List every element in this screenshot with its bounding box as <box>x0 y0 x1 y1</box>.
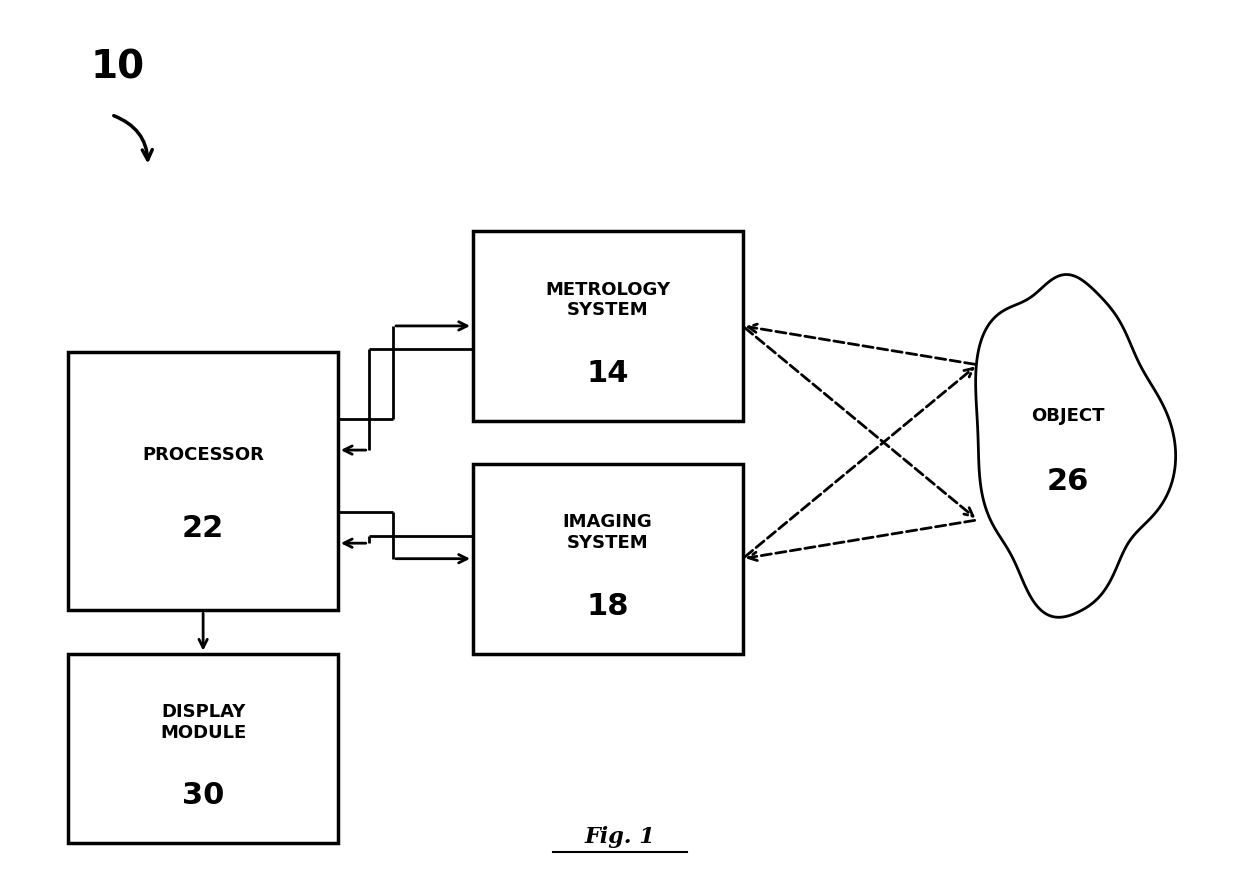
Text: 22: 22 <box>182 514 224 543</box>
Text: IMAGING
SYSTEM: IMAGING SYSTEM <box>563 513 652 552</box>
FancyBboxPatch shape <box>472 231 743 420</box>
Polygon shape <box>976 274 1176 618</box>
Text: 10: 10 <box>91 48 144 87</box>
Text: 14: 14 <box>587 359 629 388</box>
Text: PROCESSOR: PROCESSOR <box>143 446 264 464</box>
FancyBboxPatch shape <box>68 653 339 844</box>
Text: Fig. 1: Fig. 1 <box>584 825 656 847</box>
Text: 26: 26 <box>1047 467 1089 496</box>
Text: 18: 18 <box>587 591 629 620</box>
FancyBboxPatch shape <box>68 352 339 611</box>
Text: 30: 30 <box>182 781 224 810</box>
Text: DISPLAY
MODULE: DISPLAY MODULE <box>160 703 247 742</box>
Text: METROLOGY
SYSTEM: METROLOGY SYSTEM <box>546 280 671 320</box>
Text: OBJECT: OBJECT <box>1030 407 1105 426</box>
FancyBboxPatch shape <box>472 464 743 653</box>
